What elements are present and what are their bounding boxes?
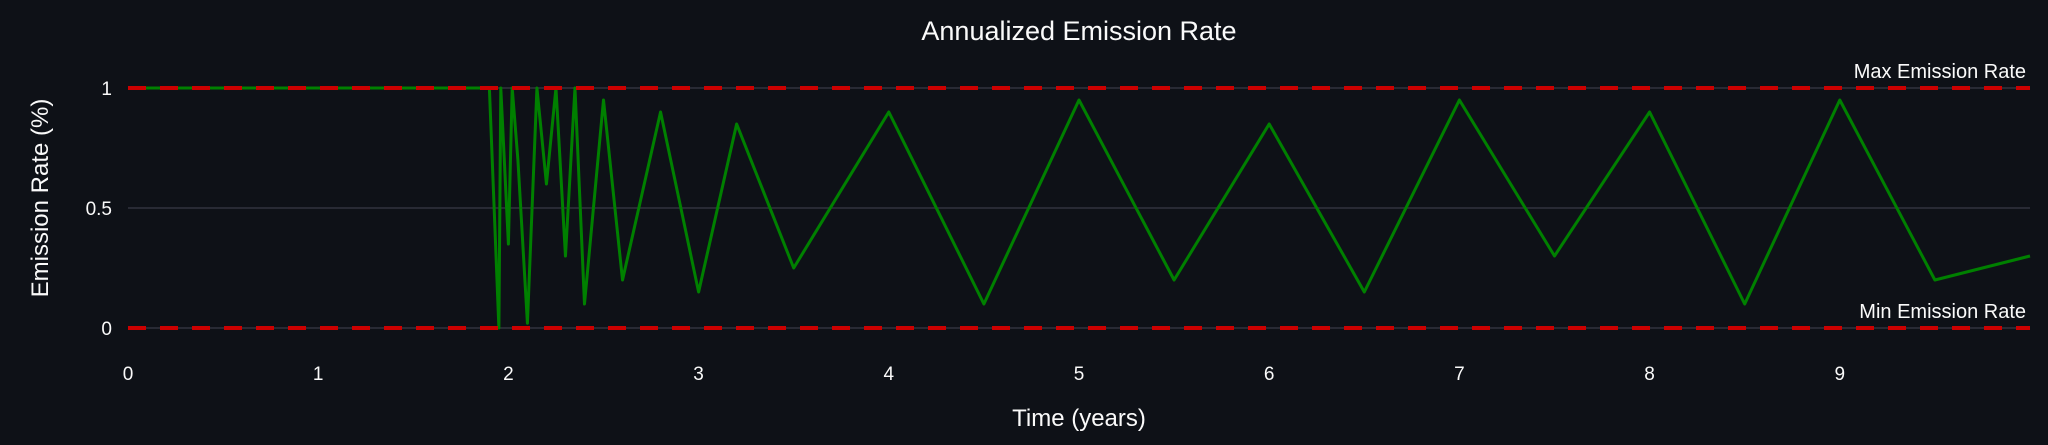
x-tick-label: 3: [693, 364, 704, 385]
series-group: [128, 86, 2031, 330]
reference-lines: Max Emission Rate Min Emission Rate: [128, 61, 2030, 330]
x-axis-label: Time (years): [1012, 405, 1146, 432]
y-axis-ticks: 00.51: [86, 79, 112, 340]
x-axis-ticks: 0 1 2 3 4 5 6 7 8 9: [123, 364, 1845, 385]
chart-title: Annualized Emission Rate: [921, 16, 1236, 46]
x-tick-label: 1: [313, 364, 324, 385]
reference-line-label: Min Emission Rate: [1859, 301, 2026, 323]
x-tick-label: 5: [1074, 364, 1085, 385]
x-tick-label: 6: [1264, 364, 1275, 385]
emission-rate-series-line: [128, 86, 2031, 330]
y-tick-label: 1: [101, 79, 112, 100]
x-tick-label: 0: [123, 364, 134, 385]
gridlines: [128, 87, 2030, 329]
y-tick-label: 0.5: [86, 199, 112, 220]
y-axis-label: Emission Rate (%): [27, 99, 54, 298]
x-tick-label: 8: [1644, 364, 1655, 385]
y-tick-label: 0: [101, 319, 112, 340]
reference-line-label: Max Emission Rate: [1854, 61, 2026, 83]
x-tick-label: 9: [1835, 364, 1846, 385]
x-tick-label: 4: [884, 364, 895, 385]
x-tick-label: 7: [1454, 364, 1465, 385]
x-tick-label: 2: [503, 364, 514, 385]
